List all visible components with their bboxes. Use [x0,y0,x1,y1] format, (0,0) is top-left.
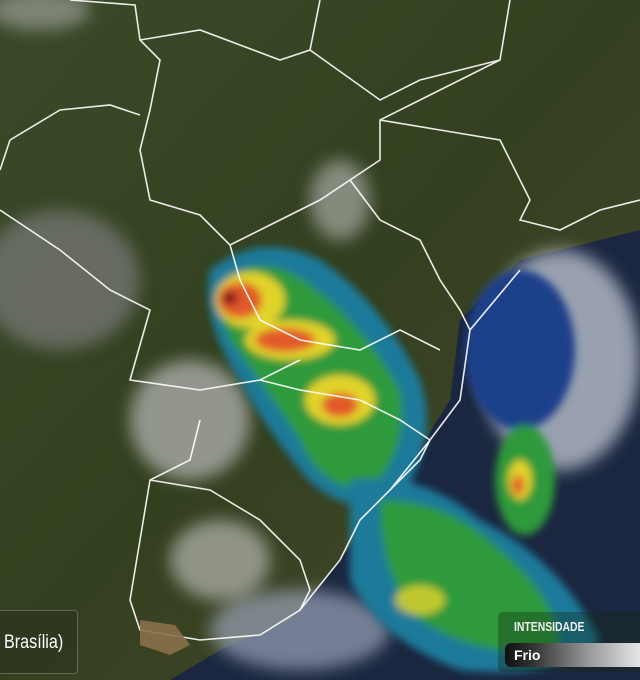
legend-low-label: Frio [514,647,541,663]
political-borders [0,0,640,641]
legend-color-bar [505,643,640,667]
timestamp-label: Brasília) [4,632,64,653]
timestamp-box [0,610,78,674]
legend-title: INTENSIDADE [514,619,585,634]
estuary [140,620,190,655]
precipitation [208,247,600,672]
